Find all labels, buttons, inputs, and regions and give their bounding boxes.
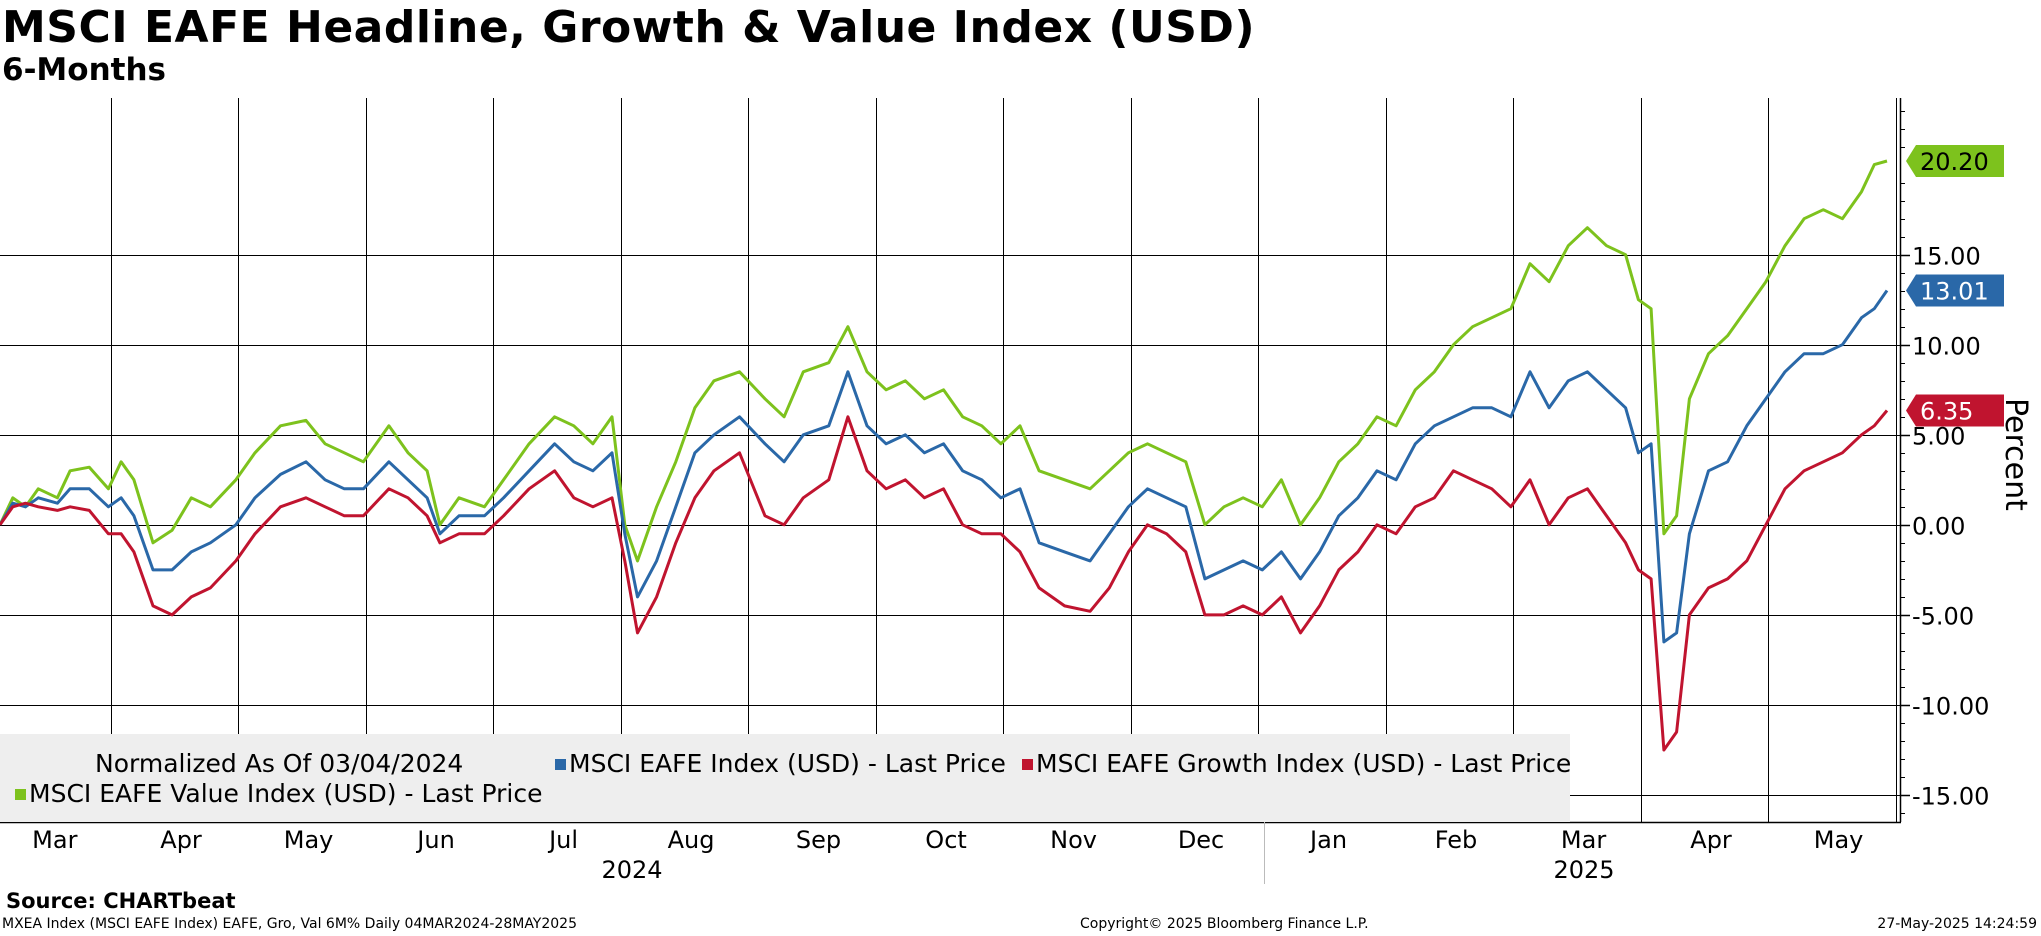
- series-line-growth: [0, 409, 1889, 752]
- chart-title: MSCI EAFE Headline, Growth & Value Index…: [2, 2, 1256, 53]
- x-tick-label: Sep: [796, 826, 841, 854]
- x-tick-label: Dec: [1178, 826, 1224, 854]
- last-value-label-value: 20.20: [1920, 148, 1989, 176]
- last-value-badge-value: [1906, 145, 2004, 178]
- y-tick-label: 15.00: [1912, 243, 1981, 271]
- last-value-label-headline: 13.01: [1920, 278, 1989, 306]
- x-tick-label: Feb: [1435, 826, 1478, 854]
- legend-entry-value: MSCI EAFE Value Index (USD) - Last Price: [29, 779, 542, 808]
- x-tick-label: Oct: [925, 826, 967, 854]
- last-value-label-growth: 6.35: [1920, 397, 1973, 425]
- series-lines: [0, 159, 1889, 752]
- y-axis: -15.00 -10.00 -5.00 0.00 5.00 10.00 15.00: [0, 98, 1989, 824]
- x-tick-label: Jun: [415, 826, 455, 854]
- legend-note: Normalized As Of 03/04/2024: [95, 749, 463, 778]
- x-tick-label: May: [284, 826, 334, 854]
- legend-entry-headline: MSCI EAFE Index (USD) - Last Price: [569, 749, 1006, 778]
- last-value-badges: 20.20 13.01 6.35: [1906, 145, 2004, 427]
- security-description: MXEA Index (MSCI EAFE Index) EAFE, Gro, …: [2, 916, 577, 932]
- y-tick-label: -10.00: [1912, 693, 1989, 721]
- y-tick-label: 5.00: [1912, 423, 1965, 451]
- legend-background: [0, 734, 1570, 822]
- chart-subtitle: 6-Months: [2, 52, 166, 88]
- last-value-badge-headline: [1906, 274, 2004, 307]
- copyright-notice: Copyright© 2025 Bloomberg Finance L.P.: [1080, 916, 1369, 932]
- x-tick-label: Apr: [160, 826, 202, 854]
- last-value-badge-growth: [1906, 394, 2004, 427]
- x-tick-label: Mar: [32, 826, 77, 854]
- series-line-headline: [0, 289, 1889, 644]
- gridlines: [0, 98, 1900, 822]
- y-tick-label: -15.00: [1912, 783, 1989, 811]
- x-axis: Mar Apr May Jun Jul Aug Sep Oct Nov Dec Jan Feb Mar A…: [32, 822, 1863, 884]
- source-label: Source: CHARTbeat: [6, 889, 236, 913]
- x-tick-label: Apr: [1690, 826, 1732, 854]
- legend-entry-growth: MSCI EAFE Growth Index (USD) - Last Pric…: [1036, 749, 1571, 778]
- legend-swatch-growth: [1022, 759, 1033, 770]
- series-line-value: [0, 159, 1888, 563]
- timestamp: 27-May-2025 14:24:59: [1877, 916, 2037, 932]
- x-year-label: 2025: [1553, 856, 1614, 884]
- x-tick-label: Jul: [547, 826, 578, 854]
- legend-swatch-value: [15, 789, 26, 800]
- x-tick-label: Jan: [1308, 826, 1347, 854]
- legend: Normalized As Of 03/04/2024 MSCI EAFE Ind…: [0, 734, 1571, 822]
- x-tick-label: Aug: [668, 826, 715, 854]
- y-tick-label: -5.00: [1912, 603, 1974, 631]
- x-tick-label: May: [1814, 826, 1864, 854]
- y-tick-label: 10.00: [1912, 333, 1981, 361]
- legend-swatch-headline: [555, 759, 566, 770]
- x-year-label: 2024: [601, 856, 662, 884]
- x-tick-label: Nov: [1050, 826, 1097, 854]
- y-tick-label: 0.00: [1912, 513, 1965, 541]
- x-tick-label: Mar: [1561, 826, 1606, 854]
